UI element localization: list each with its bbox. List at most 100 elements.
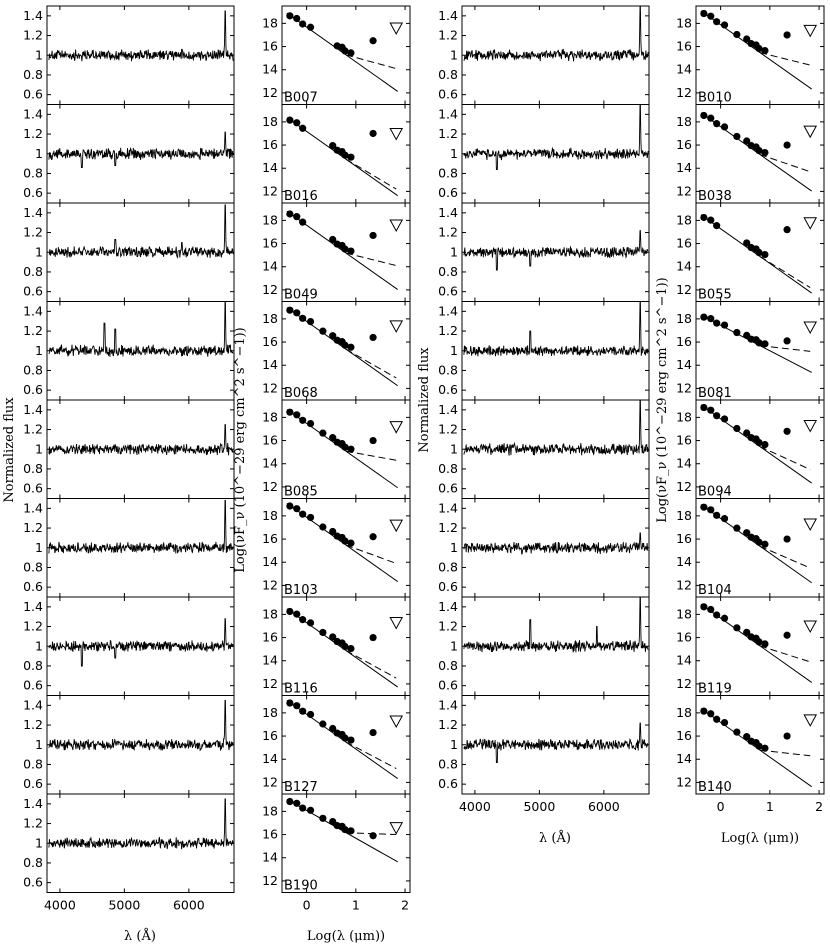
spectrum-panel-B094: 0.6 0.8 1 1.2 1.4 — [438, 399, 650, 499]
sed-point-ir — [783, 732, 791, 740]
spectrum-ytick-label: 1.2 — [438, 422, 458, 437]
sed-ytick-label: 14 — [676, 456, 692, 471]
sed-ytick-label: 12 — [676, 85, 692, 100]
sed-point — [341, 341, 349, 349]
sed-point — [293, 702, 301, 710]
spectrum-ytick-label: 1 — [35, 47, 43, 62]
panel-label: B085 — [284, 485, 318, 500]
sed-upper-limit — [389, 127, 404, 141]
sed-point — [299, 804, 307, 812]
sed-point — [720, 514, 729, 523]
sed-point — [341, 47, 349, 55]
sed-point — [733, 30, 741, 39]
sed-point — [347, 153, 355, 161]
sed-point — [293, 799, 301, 807]
sed-point — [341, 245, 349, 253]
spectrum-ytick-label: 0.6 — [438, 284, 458, 299]
sed-upper-limit — [389, 715, 404, 729]
sed-model-dashed — [759, 645, 811, 663]
sed-point-ir — [369, 37, 377, 45]
sed-point — [720, 321, 729, 329]
sed-point — [713, 611, 721, 619]
sed-ytick-label: 16 — [262, 531, 278, 546]
sed-point — [713, 412, 721, 420]
panel-label: B116 — [284, 682, 318, 697]
sed-point — [743, 35, 751, 43]
sed-point — [306, 419, 315, 428]
sed-point — [720, 123, 729, 131]
sed-upper-limit — [389, 320, 404, 333]
spectrum-ytick-label: 1.2 — [438, 619, 458, 634]
spectrum-line — [463, 302, 649, 357]
spectrum-ytick-label: 0.6 — [438, 579, 458, 594]
sed-panel-B085: 12 14 16 18 B085 — [262, 399, 411, 500]
sed-ytick-label: 16 — [676, 531, 692, 546]
sed-point — [329, 527, 337, 536]
spectrum-ytick-label: 1.4 — [23, 106, 43, 121]
sed-ytick-label: 14 — [262, 62, 278, 77]
sed-ytick-label: 12 — [262, 85, 278, 100]
sed-point — [347, 827, 355, 835]
sed-ytick-label: 14 — [262, 456, 278, 471]
sed-ytick-label: 12 — [676, 774, 692, 789]
sed-point — [306, 619, 315, 627]
sed-ytick-label: 16 — [262, 728, 278, 743]
sed-point-ir — [783, 31, 791, 39]
sed-ytick-label: 18 — [262, 114, 278, 129]
panel-label: B190 — [284, 879, 318, 894]
sed-point — [299, 20, 307, 28]
spectrum-panel-B081: 0.6 0.8 1 1.2 1.4 — [438, 301, 650, 401]
sed-point — [743, 733, 751, 741]
spectrum-ytick-label: 0.8 — [23, 67, 43, 82]
sed-point — [329, 235, 337, 244]
spectrum-ytick-label: 0.6 — [438, 382, 458, 397]
sed-ytick-label: 12 — [262, 873, 278, 888]
sed-point — [743, 239, 751, 247]
sed-point-ir — [783, 141, 791, 149]
sed-point — [743, 429, 751, 437]
sed-ytick-label: 18 — [262, 803, 278, 818]
sed-point — [341, 825, 349, 834]
spectrum-ytick-label: 1 — [450, 441, 458, 456]
spectrum-panel-B119: 0.6 0.8 1 1.2 1.4 — [438, 596, 650, 696]
sed-point — [286, 699, 294, 707]
spectrum-panel-B016: 0.6 0.8 1 1.2 1.4 — [23, 104, 235, 204]
spectrum-ytick-label: 1 — [35, 737, 43, 752]
sed-point — [293, 610, 301, 618]
sed-point — [755, 339, 763, 347]
sed-point — [700, 403, 708, 412]
panel-label: B119 — [698, 682, 732, 697]
sed-point — [700, 111, 708, 120]
sed-point — [299, 416, 307, 424]
sed-ytick-label: 18 — [676, 508, 692, 523]
sed-point — [306, 806, 315, 814]
sed-point — [733, 132, 741, 141]
spectrum-ytick-label: 0.6 — [23, 481, 43, 496]
sed-model-dashed — [345, 450, 397, 461]
sed-model-dashed — [759, 545, 811, 569]
sed-upper-limit — [803, 714, 818, 727]
sed-point — [761, 640, 769, 648]
sed-ytick-label: 14 — [676, 62, 692, 77]
spectrum-ytick-label: 0.6 — [23, 87, 43, 102]
sed-ytick-label: 18 — [676, 15, 692, 30]
sed-ytick-label: 18 — [676, 212, 692, 227]
spectrum-ytick-label: 0.8 — [23, 756, 43, 771]
sed-panel-B010: 12 14 16 18 B010 — [676, 5, 825, 106]
spectrum-line — [463, 722, 649, 763]
sed-upper-limit — [389, 519, 404, 533]
sed-y-axis-label-right: Log(νF_ν (10^−29 erg cm^2 s^−1)) — [655, 277, 670, 523]
sed-point — [761, 340, 769, 348]
spectrum-panel-B104: 0.6 0.8 1 1.2 1.4 — [438, 498, 650, 598]
sed-point-ir — [369, 333, 377, 342]
panel-label: B049 — [284, 288, 318, 303]
spectrum-line — [48, 10, 234, 62]
sed-point — [341, 151, 349, 159]
spectrum-ytick-label: 1 — [450, 540, 458, 555]
spectrum-panel-B049: 0.6 0.8 1 1.2 1.4 — [23, 202, 235, 302]
sed-point — [713, 319, 721, 327]
spectrum-panel-B140: 0.6 0.8 1 1.2 1.4 4000 5000 6000 — [438, 695, 650, 814]
sed-point — [761, 250, 769, 259]
